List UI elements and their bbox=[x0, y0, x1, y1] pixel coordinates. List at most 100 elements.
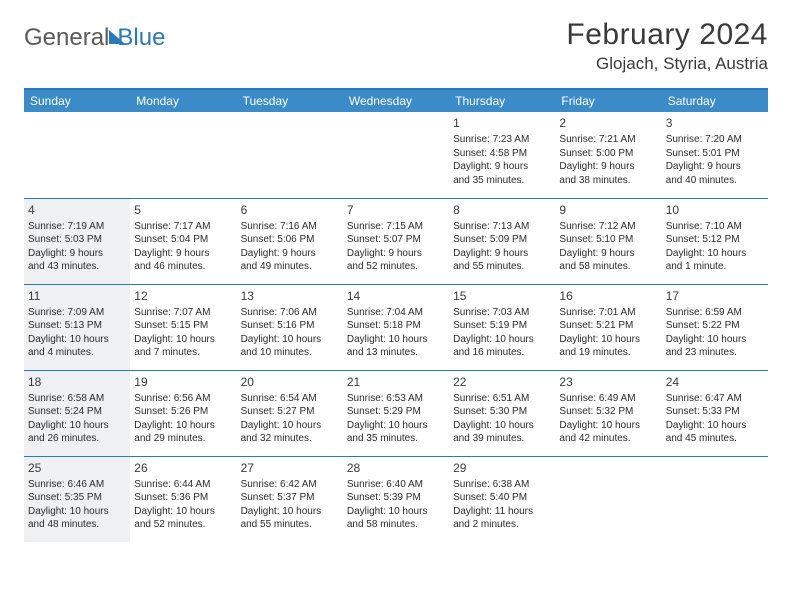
sunrise-text: Sunrise: 7:07 AM bbox=[134, 306, 232, 320]
day-header: Sunday bbox=[24, 89, 130, 112]
sunrise-text: Sunrise: 7:19 AM bbox=[28, 220, 126, 234]
day-header: Saturday bbox=[662, 89, 768, 112]
calendar-day: 21Sunrise: 6:53 AMSunset: 5:29 PMDayligh… bbox=[343, 370, 449, 456]
daylight-text: Daylight: 11 hours bbox=[453, 505, 551, 519]
calendar-day: 1Sunrise: 7:23 AMSunset: 4:58 PMDaylight… bbox=[449, 112, 555, 198]
sunset-text: Sunset: 5:12 PM bbox=[666, 233, 764, 247]
daylight-text: Daylight: 10 hours bbox=[241, 333, 339, 347]
calendar-table: SundayMondayTuesdayWednesdayThursdayFrid… bbox=[24, 88, 768, 542]
calendar-day: 27Sunrise: 6:42 AMSunset: 5:37 PMDayligh… bbox=[237, 456, 343, 542]
sunrise-text: Sunrise: 7:06 AM bbox=[241, 306, 339, 320]
sunset-text: Sunset: 5:10 PM bbox=[559, 233, 657, 247]
sunrise-text: Sunrise: 7:17 AM bbox=[134, 220, 232, 234]
title-block: February 2024 Glojach, Styria, Austria bbox=[566, 18, 768, 74]
sunset-text: Sunset: 5:16 PM bbox=[241, 319, 339, 333]
sunrise-text: Sunrise: 6:53 AM bbox=[347, 392, 445, 406]
day-number: 15 bbox=[453, 288, 551, 304]
day-number: 16 bbox=[559, 288, 657, 304]
calendar-empty bbox=[24, 112, 130, 198]
sunrise-text: Sunrise: 6:54 AM bbox=[241, 392, 339, 406]
daylight-text: and 52 minutes. bbox=[134, 518, 232, 532]
calendar-body: 1Sunrise: 7:23 AMSunset: 4:58 PMDaylight… bbox=[24, 112, 768, 542]
daylight-text: Daylight: 9 hours bbox=[134, 247, 232, 261]
sunset-text: Sunset: 5:09 PM bbox=[453, 233, 551, 247]
daylight-text: and 52 minutes. bbox=[347, 260, 445, 274]
sunrise-text: Sunrise: 7:23 AM bbox=[453, 133, 551, 147]
daylight-text: Daylight: 10 hours bbox=[347, 505, 445, 519]
calendar-week: 18Sunrise: 6:58 AMSunset: 5:24 PMDayligh… bbox=[24, 370, 768, 456]
daylight-text: and 55 minutes. bbox=[241, 518, 339, 532]
daylight-text: and 49 minutes. bbox=[241, 260, 339, 274]
calendar-week: 1Sunrise: 7:23 AMSunset: 4:58 PMDaylight… bbox=[24, 112, 768, 198]
daylight-text: Daylight: 9 hours bbox=[453, 247, 551, 261]
daylight-text: and 23 minutes. bbox=[666, 346, 764, 360]
day-number: 28 bbox=[347, 460, 445, 476]
sunset-text: Sunset: 5:21 PM bbox=[559, 319, 657, 333]
daylight-text: and 26 minutes. bbox=[28, 432, 126, 446]
calendar-day: 8Sunrise: 7:13 AMSunset: 5:09 PMDaylight… bbox=[449, 198, 555, 284]
day-header: Tuesday bbox=[237, 89, 343, 112]
day-number: 20 bbox=[241, 374, 339, 390]
daylight-text: and 10 minutes. bbox=[241, 346, 339, 360]
calendar-day: 10Sunrise: 7:10 AMSunset: 5:12 PMDayligh… bbox=[662, 198, 768, 284]
daylight-text: Daylight: 10 hours bbox=[559, 333, 657, 347]
calendar-empty bbox=[555, 456, 661, 542]
daylight-text: Daylight: 10 hours bbox=[666, 419, 764, 433]
day-number: 11 bbox=[28, 288, 126, 304]
calendar-day: 22Sunrise: 6:51 AMSunset: 5:30 PMDayligh… bbox=[449, 370, 555, 456]
sunset-text: Sunset: 5:27 PM bbox=[241, 405, 339, 419]
day-number: 2 bbox=[559, 115, 657, 131]
calendar-day: 25Sunrise: 6:46 AMSunset: 5:35 PMDayligh… bbox=[24, 456, 130, 542]
calendar-day: 2Sunrise: 7:21 AMSunset: 5:00 PMDaylight… bbox=[555, 112, 661, 198]
calendar-empty bbox=[662, 456, 768, 542]
sunrise-text: Sunrise: 7:04 AM bbox=[347, 306, 445, 320]
day-number: 24 bbox=[666, 374, 764, 390]
daylight-text: and 45 minutes. bbox=[666, 432, 764, 446]
sunset-text: Sunset: 5:33 PM bbox=[666, 405, 764, 419]
sunrise-text: Sunrise: 7:20 AM bbox=[666, 133, 764, 147]
day-number: 13 bbox=[241, 288, 339, 304]
day-header: Monday bbox=[130, 89, 236, 112]
daylight-text: and 42 minutes. bbox=[559, 432, 657, 446]
daylight-text: Daylight: 10 hours bbox=[347, 333, 445, 347]
calendar-empty bbox=[237, 112, 343, 198]
calendar-day: 18Sunrise: 6:58 AMSunset: 5:24 PMDayligh… bbox=[24, 370, 130, 456]
calendar-day: 13 Sunrise: 7:06 AMSunset: 5:16 PMDayligh… bbox=[237, 284, 343, 370]
daylight-text: and 38 minutes. bbox=[559, 174, 657, 188]
day-number: 9 bbox=[559, 202, 657, 218]
daylight-text: and 32 minutes. bbox=[241, 432, 339, 446]
sunrise-text: Sunrise: 7:16 AM bbox=[241, 220, 339, 234]
sunset-text: Sunset: 5:35 PM bbox=[28, 491, 126, 505]
daylight-text: Daylight: 10 hours bbox=[241, 505, 339, 519]
daylight-text: and 40 minutes. bbox=[666, 174, 764, 188]
calendar-day: 28Sunrise: 6:40 AMSunset: 5:39 PMDayligh… bbox=[343, 456, 449, 542]
calendar-empty bbox=[343, 112, 449, 198]
sunrise-text: Sunrise: 6:49 AM bbox=[559, 392, 657, 406]
daylight-text: Daylight: 9 hours bbox=[241, 247, 339, 261]
calendar-day: 20Sunrise: 6:54 AMSunset: 5:27 PMDayligh… bbox=[237, 370, 343, 456]
day-number: 12 bbox=[134, 288, 232, 304]
sunset-text: Sunset: 5:22 PM bbox=[666, 319, 764, 333]
daylight-text: and 29 minutes. bbox=[134, 432, 232, 446]
sunset-text: Sunset: 5:37 PM bbox=[241, 491, 339, 505]
daylight-text: and 48 minutes. bbox=[28, 518, 126, 532]
day-header: Wednesday bbox=[343, 89, 449, 112]
calendar-day: 4Sunrise: 7:19 AMSunset: 5:03 PMDaylight… bbox=[24, 198, 130, 284]
calendar-day: 7Sunrise: 7:15 AMSunset: 5:07 PMDaylight… bbox=[343, 198, 449, 284]
sunrise-text: Sunrise: 7:12 AM bbox=[559, 220, 657, 234]
calendar-day: 14Sunrise: 7:04 AMSunset: 5:18 PMDayligh… bbox=[343, 284, 449, 370]
daylight-text: Daylight: 9 hours bbox=[666, 160, 764, 174]
sunset-text: Sunset: 5:36 PM bbox=[134, 491, 232, 505]
sunset-text: Sunset: 4:58 PM bbox=[453, 147, 551, 161]
calendar-day: 19Sunrise: 6:56 AMSunset: 5:26 PMDayligh… bbox=[130, 370, 236, 456]
daylight-text: and 19 minutes. bbox=[559, 346, 657, 360]
sunset-text: Sunset: 5:15 PM bbox=[134, 319, 232, 333]
day-number: 22 bbox=[453, 374, 551, 390]
daylight-text: Daylight: 9 hours bbox=[559, 247, 657, 261]
sunset-text: Sunset: 5:24 PM bbox=[28, 405, 126, 419]
calendar-day: 17Sunrise: 6:59 AMSunset: 5:22 PMDayligh… bbox=[662, 284, 768, 370]
sunrise-text: Sunrise: 6:56 AM bbox=[134, 392, 232, 406]
calendar-week: 25Sunrise: 6:46 AMSunset: 5:35 PMDayligh… bbox=[24, 456, 768, 542]
sunrise-text: Sunrise: 6:51 AM bbox=[453, 392, 551, 406]
calendar-day: 15Sunrise: 7:03 AMSunset: 5:19 PMDayligh… bbox=[449, 284, 555, 370]
